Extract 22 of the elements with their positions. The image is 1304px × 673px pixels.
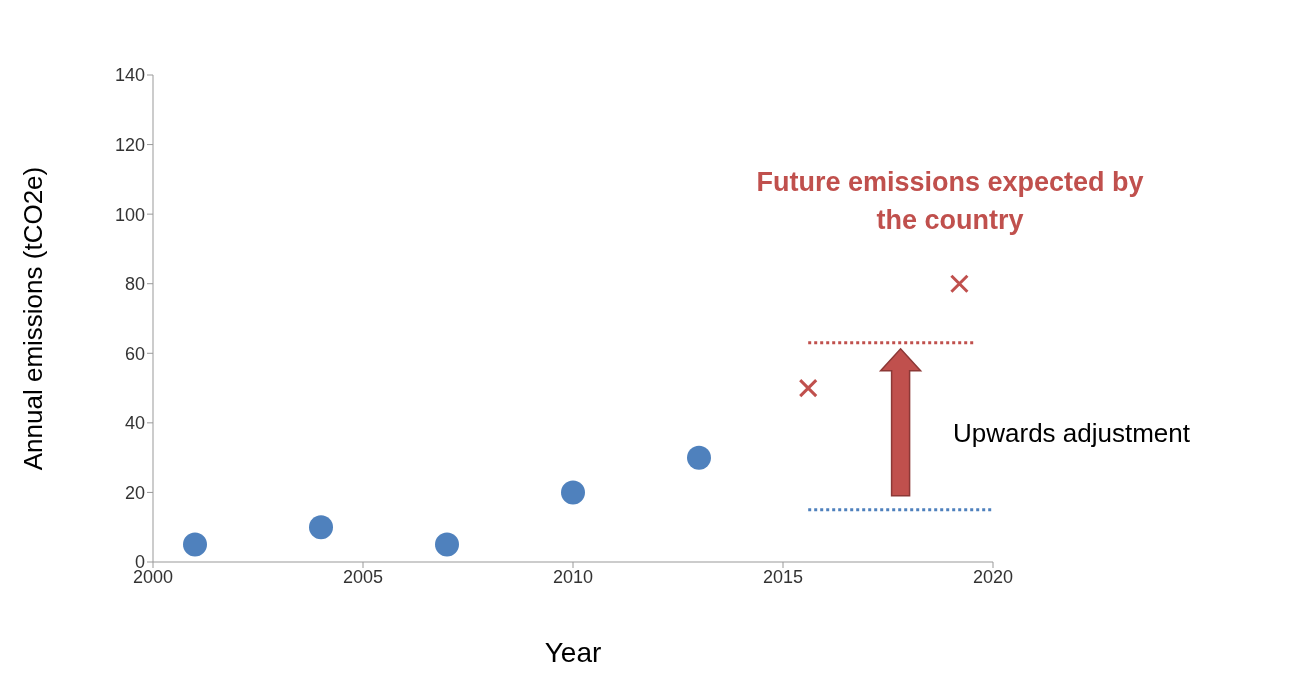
y-tick-label: 100 — [114, 204, 145, 225]
y-tick-label: 140 — [114, 65, 145, 86]
y-tick-label: 80 — [124, 274, 145, 295]
y-tick-label: 60 — [124, 343, 145, 364]
y-axis-title: Annual emissions (tCO2e) — [18, 166, 49, 471]
point — [435, 532, 459, 557]
y-tick-label: 120 — [114, 134, 145, 155]
point — [561, 480, 585, 505]
y-tick-label: 20 — [124, 482, 145, 503]
point — [687, 445, 711, 470]
point — [798, 378, 818, 398]
annotation: Upwards adjustment — [953, 418, 1190, 449]
x-tick-label: 2005 — [342, 566, 384, 587]
x-tick-label: 2010 — [552, 566, 594, 587]
x-tick-label: 2015 — [762, 566, 804, 587]
x-axis-title: Year — [544, 637, 602, 668]
point — [183, 532, 207, 557]
x-tick-label: 2020 — [972, 566, 1014, 587]
point — [309, 515, 333, 540]
y-tick-label: 40 — [124, 413, 145, 434]
point — [949, 274, 969, 294]
annotation: Future emissions expected by the country — [755, 166, 1145, 237]
